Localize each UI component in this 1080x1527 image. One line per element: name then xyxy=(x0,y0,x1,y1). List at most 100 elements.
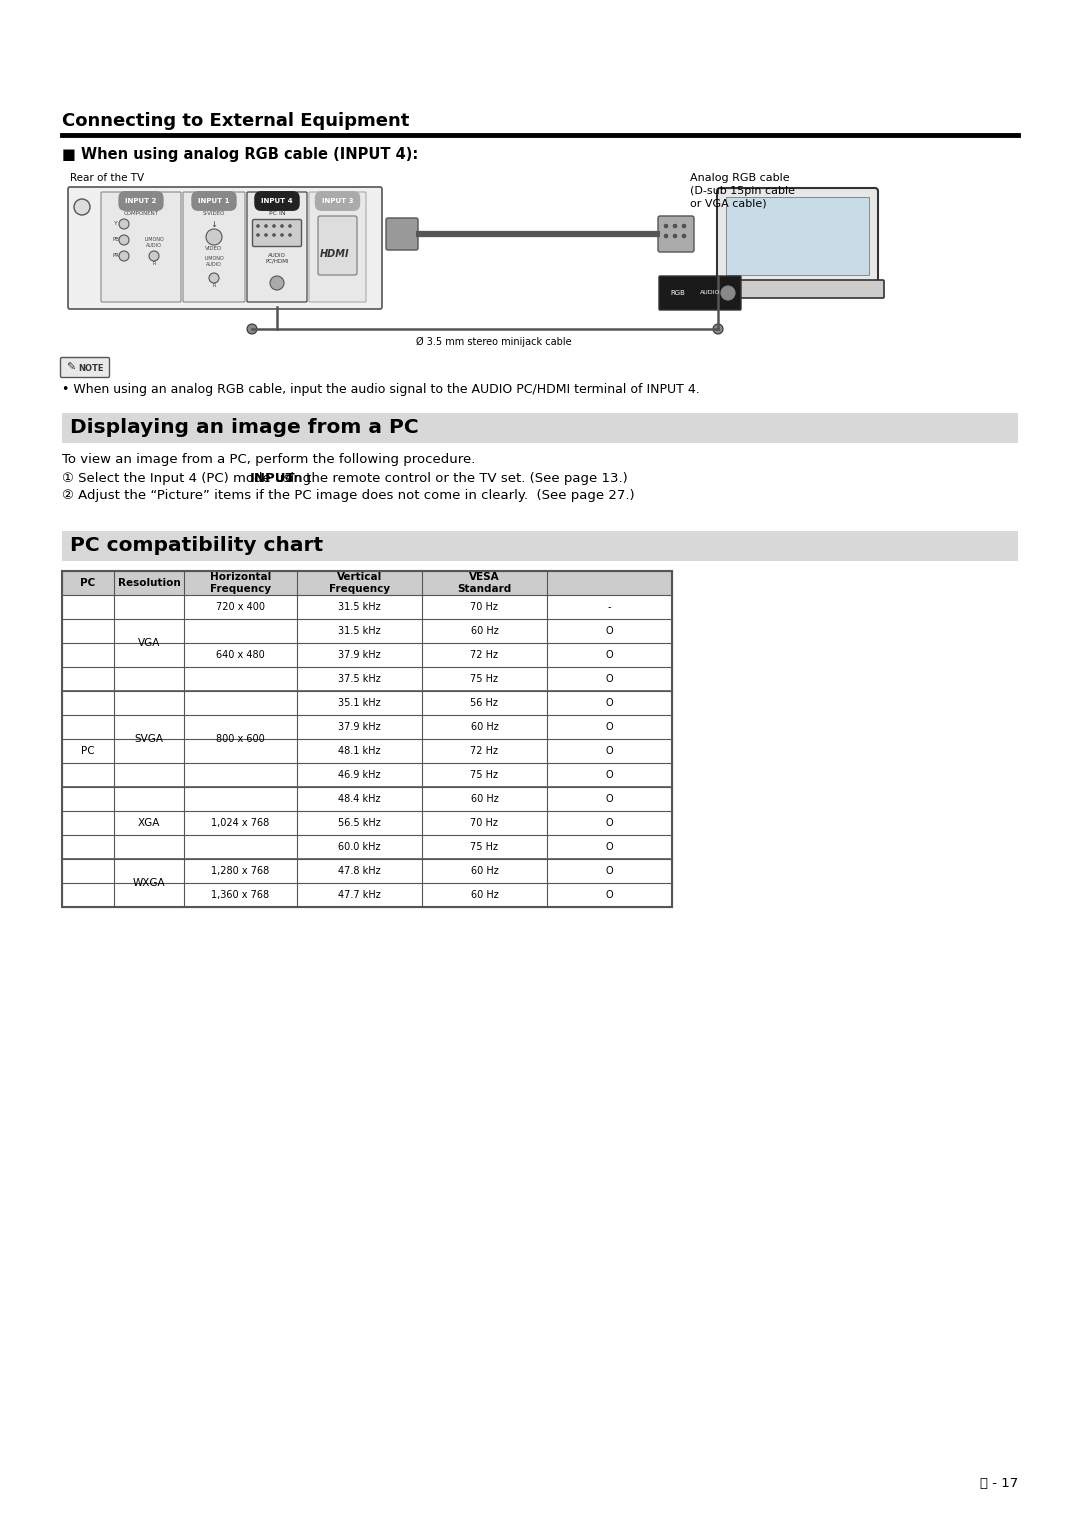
Text: Vertical
Frequency: Vertical Frequency xyxy=(328,573,390,594)
Text: VIDEO: VIDEO xyxy=(205,246,222,250)
Text: VGA: VGA xyxy=(138,638,160,647)
FancyBboxPatch shape xyxy=(726,197,869,275)
FancyBboxPatch shape xyxy=(68,186,382,308)
Bar xyxy=(62,571,672,907)
Circle shape xyxy=(272,234,275,237)
Text: 75 Hz: 75 Hz xyxy=(471,841,499,852)
Text: O: O xyxy=(606,818,613,828)
Text: PC compatibility chart: PC compatibility chart xyxy=(70,536,323,554)
Text: LIMONO
AUDIO: LIMONO AUDIO xyxy=(144,237,164,247)
Circle shape xyxy=(206,229,222,244)
Bar xyxy=(62,860,672,883)
Text: INPUT 2: INPUT 2 xyxy=(125,199,157,205)
Circle shape xyxy=(247,324,257,334)
Circle shape xyxy=(281,224,283,228)
Text: O: O xyxy=(606,841,613,852)
Text: O: O xyxy=(606,673,613,684)
Text: 37.5 kHz: 37.5 kHz xyxy=(338,673,381,684)
Text: PR: PR xyxy=(112,253,120,258)
Text: 37.9 kHz: 37.9 kHz xyxy=(338,651,380,660)
FancyBboxPatch shape xyxy=(309,192,366,302)
Text: O: O xyxy=(606,866,613,876)
Text: 72 Hz: 72 Hz xyxy=(471,651,499,660)
Text: PC IN: PC IN xyxy=(269,211,285,215)
Text: XGA: XGA xyxy=(138,818,160,828)
Text: O: O xyxy=(606,651,613,660)
Text: 60 Hz: 60 Hz xyxy=(471,722,498,731)
Text: INPUT: INPUT xyxy=(251,472,296,486)
Text: ② Adjust the “Picture” items if the PC image does not come in clearly.  (See pag: ② Adjust the “Picture” items if the PC i… xyxy=(62,489,635,502)
Circle shape xyxy=(673,234,677,238)
Circle shape xyxy=(257,234,259,237)
Circle shape xyxy=(673,224,677,228)
Text: INPUT 1: INPUT 1 xyxy=(199,199,230,205)
Text: NOTE: NOTE xyxy=(78,363,104,373)
Bar xyxy=(62,811,672,835)
Text: O: O xyxy=(606,890,613,899)
Text: 70 Hz: 70 Hz xyxy=(471,602,498,612)
Text: 800 x 600: 800 x 600 xyxy=(216,734,265,744)
Bar xyxy=(62,692,672,715)
Text: 47.7 kHz: 47.7 kHz xyxy=(338,890,381,899)
Text: Connecting to External Equipment: Connecting to External Equipment xyxy=(62,111,409,130)
Text: O: O xyxy=(606,770,613,780)
Text: Rear of the TV: Rear of the TV xyxy=(70,173,144,183)
Text: 56 Hz: 56 Hz xyxy=(471,698,498,709)
Text: Horizontal
Frequency: Horizontal Frequency xyxy=(210,573,271,594)
FancyBboxPatch shape xyxy=(183,192,245,302)
Text: • When using an analog RGB cable, input the audio signal to the AUDIO PC/HDMI te: • When using an analog RGB cable, input … xyxy=(62,383,700,395)
Circle shape xyxy=(119,218,129,229)
Text: O: O xyxy=(606,626,613,637)
Text: 720 x 400: 720 x 400 xyxy=(216,602,265,612)
Bar xyxy=(62,715,672,739)
Text: 75 Hz: 75 Hz xyxy=(471,770,499,780)
Text: PC: PC xyxy=(81,747,95,756)
Text: 48.1 kHz: 48.1 kHz xyxy=(338,747,380,756)
Circle shape xyxy=(281,234,283,237)
Text: R: R xyxy=(152,261,156,266)
FancyBboxPatch shape xyxy=(60,357,109,377)
Bar xyxy=(62,883,672,907)
Circle shape xyxy=(288,234,292,237)
FancyBboxPatch shape xyxy=(711,279,885,298)
Circle shape xyxy=(272,224,275,228)
Text: ↓: ↓ xyxy=(211,220,217,229)
Text: ⓔ - 17: ⓔ - 17 xyxy=(980,1477,1018,1490)
Text: 1,360 x 768: 1,360 x 768 xyxy=(212,890,270,899)
Text: 1,024 x 768: 1,024 x 768 xyxy=(212,818,270,828)
Bar xyxy=(62,596,672,618)
FancyBboxPatch shape xyxy=(717,188,878,284)
Text: COMPONENT: COMPONENT xyxy=(123,211,159,215)
Circle shape xyxy=(664,224,669,228)
Text: S-VIDEO: S-VIDEO xyxy=(203,211,226,215)
Text: O: O xyxy=(606,722,613,731)
Circle shape xyxy=(149,250,159,261)
Text: LIMONO
AUDIO: LIMONO AUDIO xyxy=(204,257,224,267)
Bar xyxy=(62,412,1018,443)
Text: To view an image from a PC, perform the following procedure.: To view an image from a PC, perform the … xyxy=(62,454,475,466)
FancyBboxPatch shape xyxy=(247,192,307,302)
Text: -: - xyxy=(608,602,611,612)
Text: 60.0 kHz: 60.0 kHz xyxy=(338,841,380,852)
Text: ■ When using analog RGB cable (INPUT 4):: ■ When using analog RGB cable (INPUT 4): xyxy=(62,147,418,162)
Text: ① Select the Input 4 (PC) mode using: ① Select the Input 4 (PC) mode using xyxy=(62,472,315,486)
FancyBboxPatch shape xyxy=(386,218,418,250)
Circle shape xyxy=(721,286,735,299)
Text: PB: PB xyxy=(112,237,120,241)
Text: 56.5 kHz: 56.5 kHz xyxy=(338,818,381,828)
Circle shape xyxy=(75,199,90,215)
Text: AUDIO
PC/HDMI: AUDIO PC/HDMI xyxy=(266,253,288,264)
Text: on the remote control or the TV set. (See page 13.): on the remote control or the TV set. (Se… xyxy=(281,472,627,486)
FancyBboxPatch shape xyxy=(658,215,694,252)
Text: O: O xyxy=(606,747,613,756)
Circle shape xyxy=(265,234,268,237)
Bar xyxy=(62,531,1018,560)
Bar xyxy=(62,667,672,692)
Circle shape xyxy=(270,276,284,290)
Circle shape xyxy=(681,234,686,238)
Text: 35.1 kHz: 35.1 kHz xyxy=(338,698,380,709)
Text: Displaying an image from a PC: Displaying an image from a PC xyxy=(70,418,419,437)
Text: INPUT 4: INPUT 4 xyxy=(261,199,293,205)
Text: SVGA: SVGA xyxy=(134,734,163,744)
Bar xyxy=(62,764,672,786)
